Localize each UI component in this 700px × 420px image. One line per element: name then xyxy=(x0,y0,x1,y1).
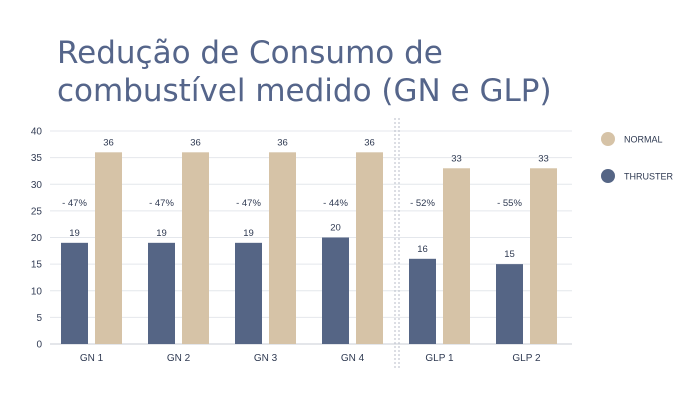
reduction-label: - 47% xyxy=(236,198,261,209)
bar-thruster xyxy=(409,258,436,344)
title-line-2: combustível medido (GN e GLP) xyxy=(57,73,552,109)
value-label-normal: 36 xyxy=(364,137,375,148)
chart-title: Redução de Consumo de combustível medido… xyxy=(57,34,677,110)
legend-swatch-normal xyxy=(601,132,615,146)
y-tick-label: 25 xyxy=(31,206,43,217)
bar-thruster xyxy=(235,242,262,344)
y-tick-label: 10 xyxy=(31,286,43,297)
bar-normal xyxy=(530,168,557,344)
value-label-thruster: 19 xyxy=(243,228,254,239)
value-label-thruster: 20 xyxy=(330,223,341,234)
value-label-normal: 36 xyxy=(277,137,288,148)
y-tick-label: 20 xyxy=(31,233,43,244)
category-label: GN 4 xyxy=(341,353,365,364)
bar-normal xyxy=(443,168,470,344)
labels: 19 36 - 47% GN 1 19 36 - 47% GN 2 19 36 - 47% GN 3 2… xyxy=(62,137,549,364)
value-label-normal: 33 xyxy=(451,153,462,164)
y-tick-label: 0 xyxy=(36,340,42,351)
value-label-thruster: 15 xyxy=(504,249,515,260)
y-axis: 0 5 10 15 20 25 30 35 40 xyxy=(31,127,43,351)
bar-thruster xyxy=(148,242,175,344)
category-label: GN 2 xyxy=(167,353,191,364)
bar-normal xyxy=(269,152,296,344)
bar-thruster xyxy=(322,237,349,344)
reduction-label: - 47% xyxy=(149,198,174,209)
y-tick-label: 5 xyxy=(36,313,42,324)
value-label-normal: 36 xyxy=(103,137,114,148)
bar-normal xyxy=(95,152,122,344)
legend-label-normal: NORMAL xyxy=(624,135,663,145)
reduction-label: - 55% xyxy=(497,198,522,209)
y-tick-label: 35 xyxy=(31,153,43,164)
reduction-label: - 44% xyxy=(323,198,348,209)
gridlines xyxy=(50,118,572,368)
category-label: GLP 1 xyxy=(425,353,454,364)
value-label-normal: 33 xyxy=(538,153,549,164)
reduction-label: - 47% xyxy=(62,198,87,209)
y-tick-label: 15 xyxy=(31,260,43,271)
bar-thruster xyxy=(61,242,88,344)
bar-normal xyxy=(182,152,209,344)
legend: NORMAL THRUSTER xyxy=(601,132,673,183)
legend-label-thruster: THRUSTER xyxy=(624,172,673,182)
y-tick-label: 30 xyxy=(31,180,43,191)
value-label-thruster: 16 xyxy=(417,244,428,255)
category-label: GN 3 xyxy=(254,353,278,364)
value-label-normal: 36 xyxy=(190,137,201,148)
bar-normal xyxy=(356,152,383,344)
bars xyxy=(61,152,557,344)
bar-thruster xyxy=(496,264,523,344)
category-label: GN 1 xyxy=(80,353,104,364)
category-label: GLP 2 xyxy=(512,353,541,364)
value-label-thruster: 19 xyxy=(156,228,167,239)
reduction-label: - 52% xyxy=(410,198,435,209)
legend-swatch-thruster xyxy=(601,169,615,183)
y-tick-label: 40 xyxy=(31,127,43,138)
value-label-thruster: 19 xyxy=(69,228,80,239)
title-line-1: Redução de Consumo de xyxy=(57,35,443,71)
